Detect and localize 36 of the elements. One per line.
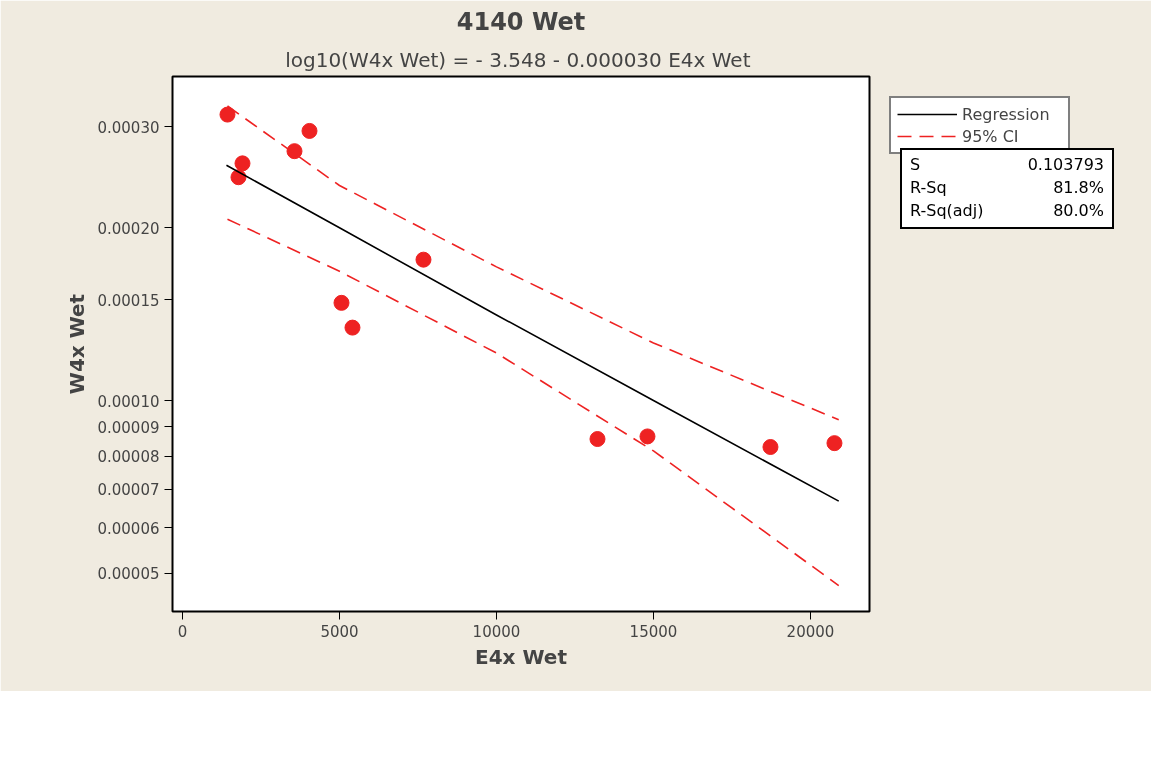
- text: R-Sq 81.8%: [910, 177, 1104, 197]
- line-series: [226, 218, 840, 587]
- point: [219, 106, 236, 123]
- point: [415, 251, 432, 268]
- x-tick-label: 20000: [786, 622, 835, 641]
- y-tick-label: 0.00030: [97, 118, 160, 137]
- x-tick-label: 0: [177, 622, 188, 641]
- y-tick-label: 0.00005: [97, 565, 160, 584]
- chart-subtitle: log10(W4x Wet) = - 3.548 - 0.000030 E4x Wet: [285, 47, 751, 72]
- x-tick-label: 10000: [472, 622, 521, 641]
- legend-label: Regression: [962, 104, 1051, 124]
- x-tick-label: 5000: [320, 622, 359, 641]
- chart-title: 4140 Wet: [456, 7, 586, 36]
- y-tick-label: 0.00007: [97, 481, 160, 500]
- y-tick-label: 0.00020: [97, 219, 160, 238]
- y-tick-label: 0.00015: [97, 291, 160, 310]
- text: S 0.103793: [910, 155, 1104, 174]
- point: [826, 435, 843, 452]
- point: [333, 294, 350, 311]
- x-tick-label: 15000: [629, 622, 678, 641]
- x-axis-title: E4x Wet: [475, 644, 568, 669]
- y-tick-label: 0.00009: [97, 418, 160, 437]
- y-axis-title: W4x Wet: [65, 293, 90, 395]
- line-series: [225, 164, 840, 502]
- legend-label: 95% CI: [962, 126, 1020, 146]
- point: [344, 319, 361, 336]
- point: [589, 431, 606, 448]
- point: [234, 155, 251, 172]
- text: R-Sq(adj) 80.0%: [910, 200, 1104, 220]
- y-tick-label: 0.00006: [97, 519, 160, 538]
- y-tick-label: 0.00010: [97, 392, 160, 411]
- point: [639, 428, 656, 445]
- point: [286, 143, 303, 160]
- point: [301, 122, 318, 139]
- y-tick-label: 0.00008: [97, 448, 160, 467]
- point: [762, 439, 779, 455]
